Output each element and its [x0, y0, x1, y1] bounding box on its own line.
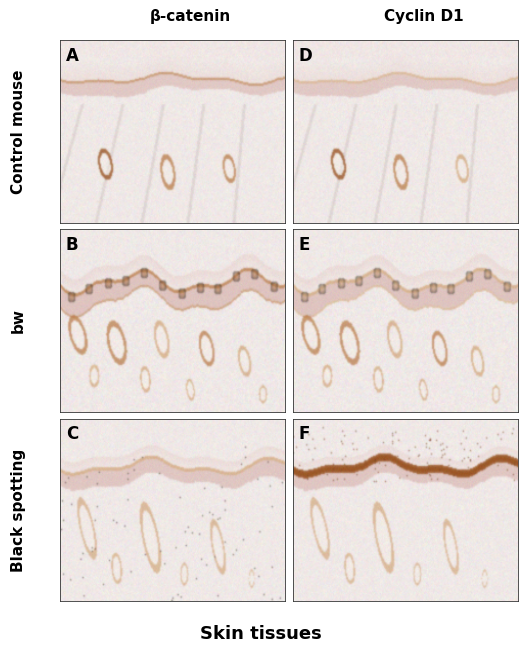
Text: A: A: [66, 47, 78, 65]
Text: C: C: [66, 425, 78, 443]
Text: B: B: [66, 236, 78, 254]
Text: Skin tissues: Skin tissues: [200, 625, 322, 643]
Text: Black spotting: Black spotting: [10, 448, 26, 572]
Text: bw: bw: [10, 308, 26, 333]
Text: D: D: [299, 47, 313, 65]
Text: Cyclin D1: Cyclin D1: [384, 9, 463, 25]
Text: Control mouse: Control mouse: [10, 69, 26, 194]
Text: E: E: [299, 236, 310, 254]
Text: F: F: [299, 425, 310, 443]
Text: β-catenin: β-catenin: [150, 9, 231, 25]
